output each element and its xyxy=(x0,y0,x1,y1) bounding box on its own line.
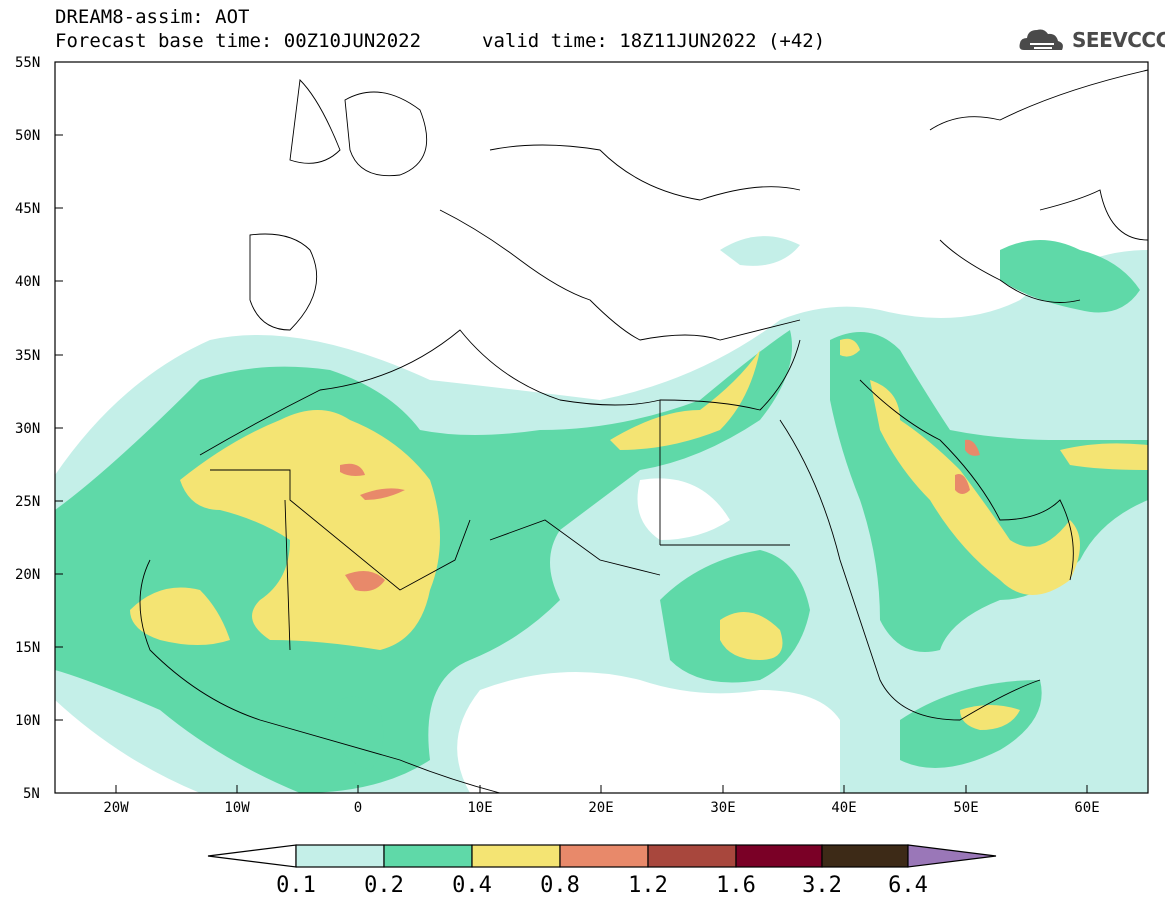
aot-band-0-2 xyxy=(1000,240,1140,313)
lon-label: 20W xyxy=(103,800,129,816)
aot-field xyxy=(55,236,1148,793)
lon-label: 10E xyxy=(467,800,492,816)
aot-band-0-4 xyxy=(870,380,1080,595)
base-time-label: Forecast base time: 00Z10JUN2022 xyxy=(55,30,422,52)
colorbar-label: 0.4 xyxy=(452,873,492,898)
lon-label: 10W xyxy=(224,800,250,816)
lat-label: 45N xyxy=(15,201,40,217)
lon-label: 30E xyxy=(710,800,735,816)
colorbar-label: 3.2 xyxy=(802,873,842,898)
aot-band-0-8 xyxy=(360,488,405,500)
colorbar-label: 0.1 xyxy=(276,873,316,898)
lat-label: 10N xyxy=(15,713,40,729)
aot-band-0-8 xyxy=(965,439,980,456)
lon-label: 60E xyxy=(1074,800,1099,816)
colorbar-label: 0.2 xyxy=(364,873,404,898)
lon-label: 0 xyxy=(354,800,362,816)
aot-band-0-2 xyxy=(830,332,1148,652)
colorbar-swatch xyxy=(647,844,737,868)
aot-band-0-8 xyxy=(955,474,970,494)
lon-label: 40E xyxy=(831,800,856,816)
aot-band-0-8 xyxy=(340,463,365,476)
cloud-logo-icon xyxy=(1019,29,1063,50)
lon-label: 20E xyxy=(588,800,613,816)
lat-label: 25N xyxy=(15,494,40,510)
aot-band-0-8 xyxy=(345,571,385,592)
aot-band-0-4 xyxy=(610,350,760,450)
lat-label: 35N xyxy=(15,348,40,364)
lat-label: 15N xyxy=(15,640,40,656)
colorbar-swatch xyxy=(821,844,909,868)
map-ticks xyxy=(55,61,1088,793)
colorbar-swatch xyxy=(907,844,997,868)
lat-label: 30N xyxy=(15,421,40,437)
colorbar xyxy=(207,844,997,868)
lat-label: 20N xyxy=(15,567,40,583)
colorbar-label: 0.8 xyxy=(540,873,580,898)
colorbar-swatch xyxy=(471,844,561,868)
lat-label: 5N xyxy=(23,786,40,802)
aot-band-0-4 xyxy=(720,612,783,660)
colorbar-swatch xyxy=(383,844,473,868)
logo-text: SEEVCCC xyxy=(1072,28,1165,52)
aot-band-0-4 xyxy=(1060,443,1148,470)
lat-label: 50N xyxy=(15,128,40,144)
colorbar-label: 1.6 xyxy=(716,873,756,898)
colorbar-swatch xyxy=(735,844,823,868)
model-title: DREAM8-assim: AOT xyxy=(55,6,250,28)
aot-band-0-4 xyxy=(130,587,230,645)
lat-label: 40N xyxy=(15,274,40,290)
colorbar-swatch xyxy=(207,844,297,868)
aot-band-0-4 xyxy=(840,338,860,357)
aot-band-0-1 xyxy=(720,236,800,266)
lat-label: 55N xyxy=(15,55,40,71)
lon-label: 50E xyxy=(953,800,978,816)
colorbar-swatch xyxy=(295,844,385,868)
colorbar-label: 1.2 xyxy=(628,873,668,898)
colorbar-label: 6.4 xyxy=(888,873,928,898)
coastlines xyxy=(139,69,1148,793)
colorbar-swatch xyxy=(559,844,649,868)
valid-time-label: valid time: 18Z11JUN2022 (+42) xyxy=(482,30,826,52)
